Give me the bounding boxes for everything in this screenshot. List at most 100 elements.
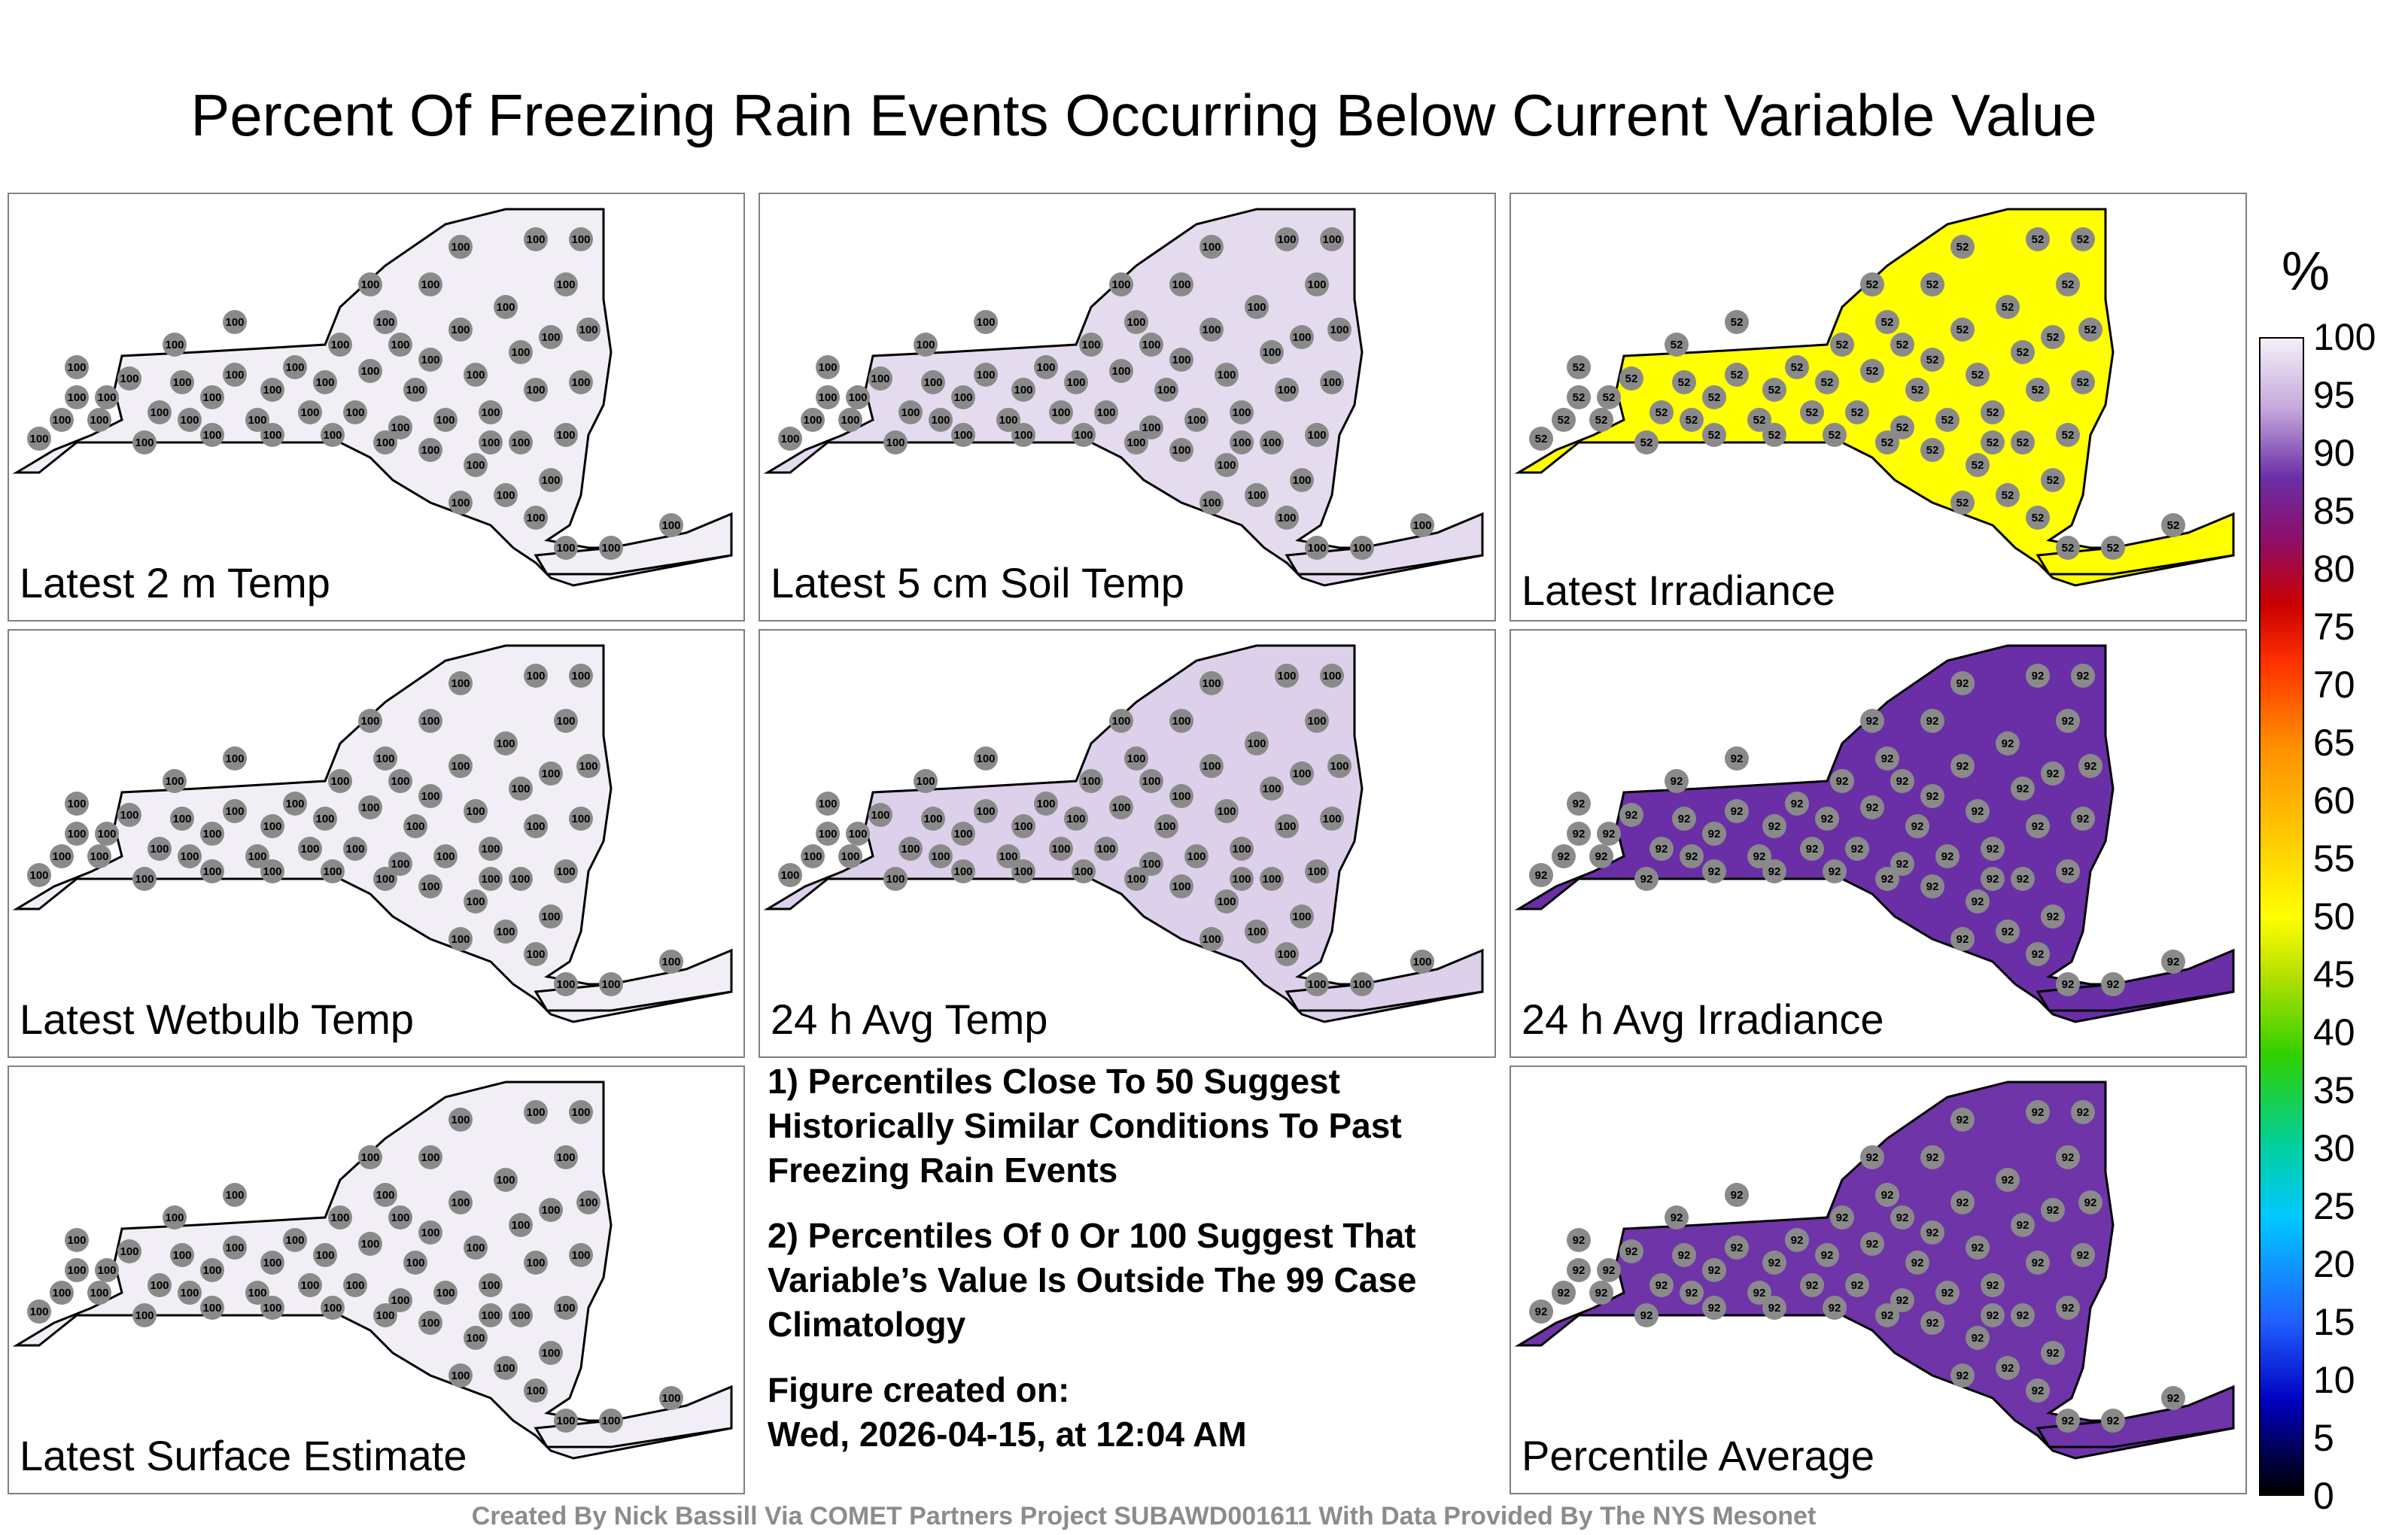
station-marker: 100: [1079, 333, 1103, 357]
svg-text:100: 100: [496, 926, 515, 938]
station-marker: 92: [1905, 1251, 1929, 1275]
svg-text:52: 52: [1558, 414, 1570, 427]
svg-text:100: 100: [375, 316, 394, 329]
station-marker: 100: [163, 1205, 187, 1230]
svg-text:100: 100: [52, 1287, 71, 1299]
svg-text:100: 100: [1352, 978, 1371, 991]
station-marker: 100: [929, 408, 953, 432]
station-marker: 100: [509, 777, 533, 801]
state-outline: [1514, 208, 2235, 587]
station-marker: 100: [539, 468, 563, 492]
svg-text:52: 52: [1768, 429, 1781, 442]
station-marker: 100: [418, 348, 442, 372]
station-marker: 100: [539, 904, 563, 929]
svg-text:52: 52: [1731, 369, 1744, 381]
station-marker: 100: [178, 1281, 202, 1305]
svg-text:92: 92: [2062, 865, 2075, 878]
svg-text:100: 100: [661, 956, 680, 968]
svg-text:100: 100: [511, 1219, 530, 1232]
svg-text:92: 92: [1866, 1238, 1879, 1251]
station-marker: 100: [403, 1251, 427, 1275]
station-marker: 100: [509, 867, 533, 891]
svg-text:92: 92: [1768, 865, 1781, 878]
svg-text:92: 92: [1896, 1211, 1909, 1224]
colorbar-tick: 10: [2313, 1359, 2355, 1401]
station-marker: 100: [554, 1409, 578, 1433]
station-marker: 92: [1875, 746, 1899, 771]
svg-text:100: 100: [1014, 865, 1032, 878]
svg-text:92: 92: [1731, 752, 1744, 765]
station-marker: 100: [260, 423, 284, 447]
map-panel-latest-surface-estimate: 100 100 100 100 100 100 100 100 100 100 100 100 100 1…: [8, 1065, 745, 1494]
svg-text:100: 100: [451, 497, 470, 509]
note-2: 2) Percentiles Of 0 Or 100 Suggest That …: [768, 1216, 1417, 1344]
station-marker: 92: [1552, 1281, 1576, 1305]
svg-text:100: 100: [345, 1279, 364, 1292]
svg-text:92: 92: [2062, 1302, 2075, 1315]
svg-text:100: 100: [1247, 489, 1266, 502]
station-marker: 100: [778, 863, 802, 887]
station-marker: 100: [1109, 272, 1133, 296]
station-marker: 92: [2026, 1100, 2050, 1124]
svg-text:100: 100: [1202, 933, 1221, 946]
svg-text:100: 100: [285, 1234, 304, 1247]
svg-text:100: 100: [526, 1257, 545, 1269]
station-marker: 100: [200, 385, 224, 409]
svg-text:100: 100: [421, 715, 439, 728]
station-marker: 52: [1860, 272, 1884, 296]
station-marker: 100: [659, 1386, 683, 1410]
station-marker: 100: [328, 333, 352, 357]
colorbar-tick: 15: [2313, 1301, 2355, 1343]
svg-text:100: 100: [466, 459, 485, 472]
svg-text:100: 100: [496, 737, 515, 750]
station-marker: 100: [1094, 400, 1118, 424]
svg-text:100: 100: [526, 233, 545, 246]
station-marker: 100: [1275, 227, 1299, 251]
station-marker: 100: [554, 1296, 578, 1320]
station-marker: 100: [569, 227, 593, 251]
created-date: Wed, 2026-04-15, at 12:04 AM: [768, 1415, 1247, 1454]
svg-text:52: 52: [2077, 233, 2090, 246]
svg-text:100: 100: [375, 752, 394, 765]
station-marker: 92: [2056, 859, 2080, 883]
station-marker: 52: [1747, 408, 1771, 432]
svg-text:52: 52: [1972, 369, 1984, 381]
svg-text:100: 100: [901, 843, 920, 856]
station-marker: 100: [163, 769, 187, 793]
station-marker: 92: [1725, 1183, 1749, 1207]
svg-text:100: 100: [1036, 361, 1055, 374]
station-marker: 52: [1920, 348, 1944, 372]
svg-text:100: 100: [375, 436, 394, 449]
station-marker: 100: [1245, 483, 1269, 507]
station-marker: 100: [1215, 363, 1239, 387]
station-marker: 52: [1529, 427, 1553, 451]
svg-text:52: 52: [1806, 406, 1819, 419]
station-marker: 100: [464, 1236, 488, 1260]
station-marker: 52: [1762, 423, 1786, 447]
station-marker: 100: [494, 919, 518, 944]
svg-text:100: 100: [1307, 978, 1326, 991]
svg-text:100: 100: [451, 241, 470, 254]
station-marker: 100: [65, 822, 89, 846]
svg-text:100: 100: [848, 391, 867, 404]
station-marker: 100: [974, 363, 998, 387]
station-marker: 92: [1966, 799, 1990, 823]
svg-text:92: 92: [1972, 1242, 1984, 1254]
station-marker: 100: [816, 385, 840, 409]
svg-text:100: 100: [225, 752, 244, 765]
station-marker: 92: [1529, 863, 1553, 887]
svg-text:100: 100: [1322, 376, 1341, 389]
svg-text:52: 52: [1768, 384, 1781, 397]
station-marker: 92: [1860, 1145, 1884, 1169]
svg-text:92: 92: [1866, 1151, 1879, 1164]
station-marker: 100: [479, 400, 503, 424]
svg-text:100: 100: [1157, 820, 1175, 833]
station-marker: 52: [2056, 536, 2080, 560]
svg-text:92: 92: [2084, 1196, 2097, 1209]
station-marker: 100: [524, 378, 548, 402]
svg-text:92: 92: [2017, 1219, 2029, 1232]
station-marker: 52: [1981, 430, 2005, 454]
station-marker: 92: [2161, 1386, 2185, 1410]
svg-text:100: 100: [391, 858, 409, 871]
station-marker: 92: [1567, 822, 1591, 846]
